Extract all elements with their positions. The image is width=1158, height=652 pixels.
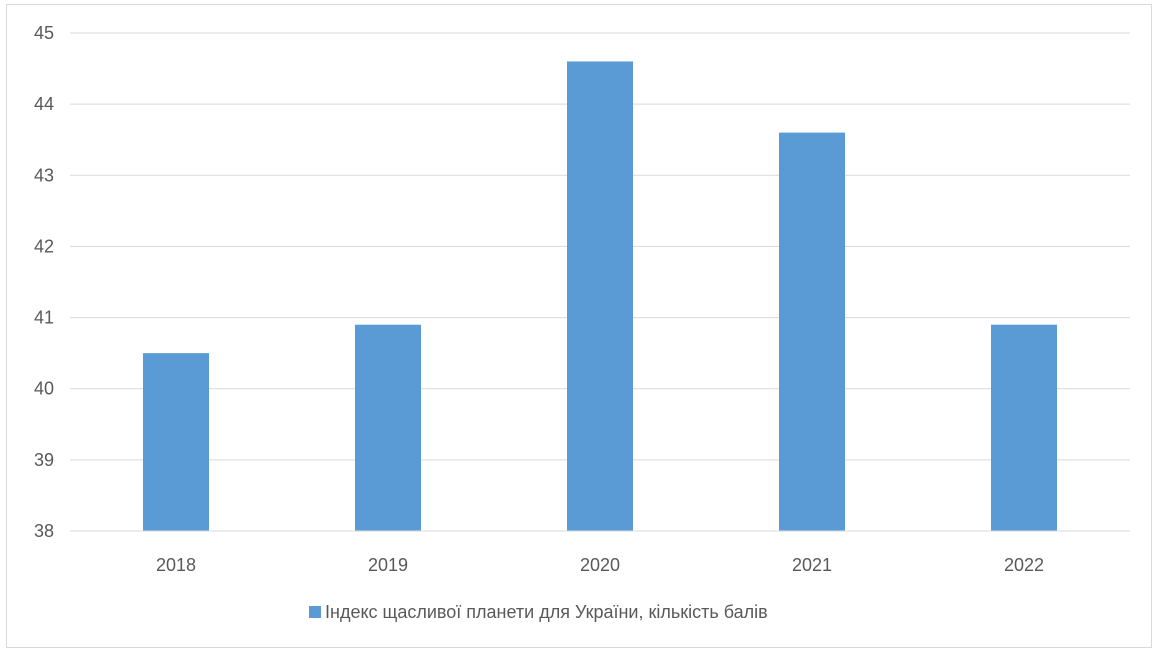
bar-2021 [779, 132, 845, 531]
x-tick-label: 2021 [792, 555, 832, 575]
x-tick-label: 2022 [1004, 555, 1044, 575]
x-tick-label: 2019 [368, 555, 408, 575]
y-tick-label: 42 [34, 236, 54, 256]
x-axis: 2018 2019 2020 2021 2022 [70, 530, 1130, 575]
bar-2022 [991, 324, 1057, 531]
y-tick-label: 43 [34, 165, 54, 185]
y-tick-label: 45 [34, 23, 54, 43]
legend: Індекс щасливої планети для України, кіл… [309, 602, 768, 622]
x-tick-label: 2020 [580, 555, 620, 575]
y-tick-label: 39 [34, 450, 54, 470]
legend-swatch [309, 606, 321, 618]
y-tick-label: 44 [34, 94, 54, 114]
y-axis: 38 39 40 41 42 43 44 45 [34, 23, 54, 541]
bar-2020 [567, 61, 633, 531]
y-tick-label: 40 [34, 379, 54, 399]
y-tick-label: 38 [34, 521, 54, 541]
x-tick-label: 2018 [156, 555, 196, 575]
y-tick-label: 41 [34, 308, 54, 328]
bar-2018 [143, 353, 209, 531]
bar-2019 [355, 324, 421, 531]
legend-label: Індекс щасливої планети для України, кіл… [325, 602, 768, 622]
bars [143, 61, 1057, 531]
